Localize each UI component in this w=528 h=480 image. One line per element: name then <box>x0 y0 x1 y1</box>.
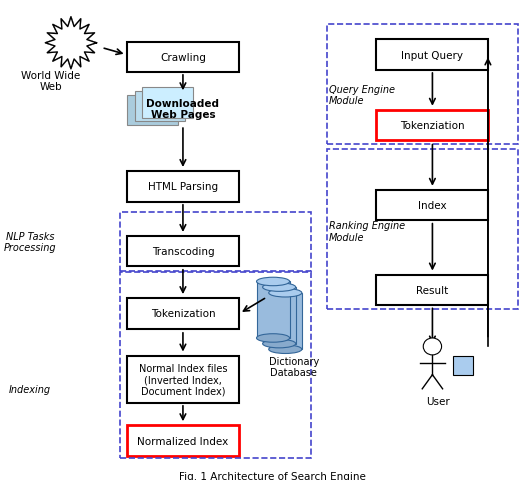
Ellipse shape <box>257 277 289 286</box>
Text: NLP Tasks
Processing: NLP Tasks Processing <box>4 231 56 252</box>
Text: World Wide
Web: World Wide Web <box>21 71 80 92</box>
Ellipse shape <box>262 340 296 348</box>
Text: Index: Index <box>418 201 447 211</box>
Polygon shape <box>45 18 97 70</box>
FancyBboxPatch shape <box>376 275 488 306</box>
Text: Transcoding: Transcoding <box>152 246 214 256</box>
FancyBboxPatch shape <box>269 293 302 349</box>
Text: Result: Result <box>416 285 449 295</box>
Text: Indexing: Indexing <box>9 384 51 394</box>
Ellipse shape <box>269 289 302 298</box>
Text: Downloaded
Web Pages: Downloaded Web Pages <box>146 99 220 120</box>
Text: HTML Parsing: HTML Parsing <box>148 182 218 192</box>
Text: Crawling: Crawling <box>160 53 206 63</box>
FancyBboxPatch shape <box>376 110 488 141</box>
FancyBboxPatch shape <box>142 88 193 119</box>
FancyBboxPatch shape <box>127 172 239 202</box>
FancyBboxPatch shape <box>127 43 239 73</box>
Text: Normal Index files
(Inverted Index,
Document Index): Normal Index files (Inverted Index, Docu… <box>139 363 227 396</box>
FancyBboxPatch shape <box>127 299 239 329</box>
Ellipse shape <box>262 283 296 292</box>
Text: Tokenization: Tokenization <box>150 309 215 319</box>
FancyBboxPatch shape <box>453 356 473 375</box>
Text: Normalized Index: Normalized Index <box>137 436 229 445</box>
Text: User: User <box>426 396 449 406</box>
FancyBboxPatch shape <box>135 92 185 122</box>
FancyBboxPatch shape <box>376 40 488 71</box>
FancyBboxPatch shape <box>127 425 239 456</box>
FancyBboxPatch shape <box>127 356 239 403</box>
Text: Input Query: Input Query <box>401 50 464 60</box>
Circle shape <box>423 338 441 355</box>
Text: Query Engine
Module: Query Engine Module <box>329 84 395 106</box>
Text: Dictionary
Database: Dictionary Database <box>269 356 319 378</box>
Ellipse shape <box>257 334 289 343</box>
Ellipse shape <box>269 345 302 354</box>
FancyBboxPatch shape <box>257 282 289 338</box>
Text: Fig. 1 Architecture of Search Engine: Fig. 1 Architecture of Search Engine <box>178 470 365 480</box>
FancyBboxPatch shape <box>127 96 178 126</box>
Text: Tokenziation: Tokenziation <box>400 121 465 131</box>
FancyBboxPatch shape <box>127 236 239 266</box>
FancyBboxPatch shape <box>376 191 488 221</box>
FancyBboxPatch shape <box>262 288 296 344</box>
Text: Ranking Engine
Module: Ranking Engine Module <box>329 221 405 242</box>
